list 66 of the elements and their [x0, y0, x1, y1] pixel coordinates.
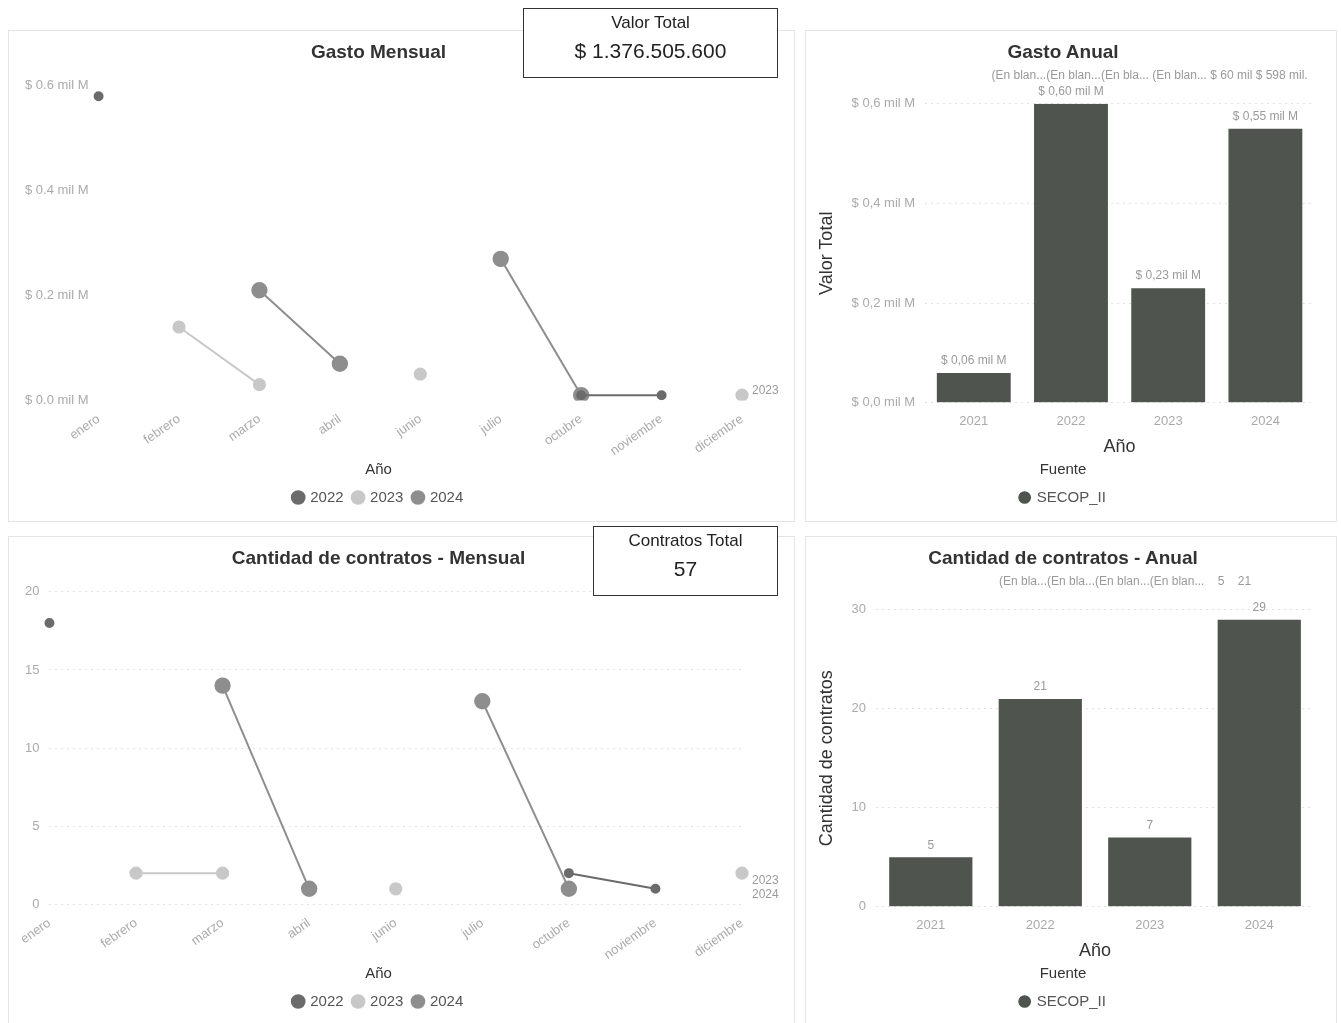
x-tick-label: julio	[457, 914, 487, 942]
text: 57	[672, 557, 699, 581]
text: 2023	[370, 991, 404, 1009]
x-tick-label: 2024	[1250, 413, 1280, 429]
x-tick-label: 2022	[1025, 917, 1055, 933]
data-label: 7	[1146, 817, 1154, 832]
y-tick-label: 10	[24, 739, 40, 755]
legend-label: 2022	[310, 991, 344, 1009]
data-label: 29	[1252, 600, 1267, 615]
data-label: $ 0,60 mil M	[1038, 84, 1104, 99]
legend-label: 2023	[752, 382, 780, 397]
y-tick-label: $ 0.0 mil M	[24, 391, 89, 407]
legend-label: 2023	[752, 872, 780, 887]
x-tick-label: abril	[314, 410, 344, 438]
legend-title: Fuente	[1039, 963, 1087, 981]
y-tick-label: $ 0,4 mil M	[851, 195, 916, 211]
y-tick-label: $ 0,0 mil M	[851, 394, 916, 410]
legend-title: Año	[365, 963, 392, 981]
y-tick-label: 10	[851, 799, 867, 815]
legend-label: SECOP_II	[1036, 991, 1106, 1009]
y-axis-title: Valor Total	[815, 211, 836, 295]
data-label: $ 0,06 mil M	[941, 353, 1007, 368]
y-tick-label: 30	[851, 601, 867, 617]
y-tick-label: $ 0.6 mil M	[24, 77, 89, 93]
x-tick-label: 2023	[1153, 413, 1183, 429]
chart-title: Cantidad de contratos - Mensual	[231, 546, 526, 568]
y-tick-label: 20	[851, 700, 867, 716]
y-tick-label: $ 0.4 mil M	[24, 182, 89, 198]
y-tick-label: $ 0,2 mil M	[851, 294, 916, 310]
data-label: 5	[927, 837, 935, 852]
chart-title: Gasto Mensual	[310, 40, 447, 62]
legend-label: 2024	[429, 991, 464, 1009]
data-label: $ 0,23 mil M	[1135, 268, 1201, 283]
text: 2024	[752, 886, 780, 901]
chart-title: Gasto Anual	[1007, 40, 1119, 62]
y-tick-label: 15	[24, 661, 40, 677]
x-tick-label: julio	[476, 410, 505, 438]
y-tick-label: 0	[858, 898, 867, 914]
x-axis-title: Año	[1103, 436, 1136, 457]
data-label: $ 0,55 mil M	[1232, 109, 1299, 124]
y-tick-label: $ 0,6 mil M	[851, 95, 916, 111]
x-tick-label: 2021	[959, 413, 989, 429]
x-tick-label: abril	[284, 914, 314, 942]
text: (En blan...(En blan...(En bla... (En blan... $ 60 mil $ 598 mil.	[991, 68, 1308, 83]
y-tick-label: $ 0.2 mil M	[24, 287, 89, 303]
x-tick-label: 2021	[916, 917, 946, 933]
chart-title: Cantidad de contratos - Anual	[928, 546, 1198, 568]
text: Valor Total	[610, 13, 691, 33]
legend-title: Año	[365, 459, 392, 477]
text: Contratos Total	[627, 531, 744, 551]
legend-label: 2022	[310, 487, 344, 505]
x-tick-label: 2023	[1135, 917, 1165, 933]
text: (En bla...(En bla...(En blan...(En blan... 5 21	[998, 574, 1252, 589]
x-tick-label: 2022	[1056, 413, 1086, 429]
y-tick-label: 0	[32, 895, 40, 911]
text: 2023	[370, 487, 404, 505]
data-label: 21	[1033, 679, 1048, 694]
legend-title: Fuente	[1039, 459, 1087, 477]
legend-label: SECOP_II	[1036, 487, 1106, 505]
text: $ 1.376.505.600	[573, 39, 728, 63]
x-tick-label: 2024	[1244, 917, 1274, 933]
y-axis-title: Cantidad de contratos	[815, 670, 836, 847]
y-tick-label: 5	[32, 817, 40, 833]
y-tick-label: 20	[24, 583, 40, 599]
legend-label: 2024	[429, 487, 464, 505]
x-axis-title: Año	[1079, 940, 1112, 961]
